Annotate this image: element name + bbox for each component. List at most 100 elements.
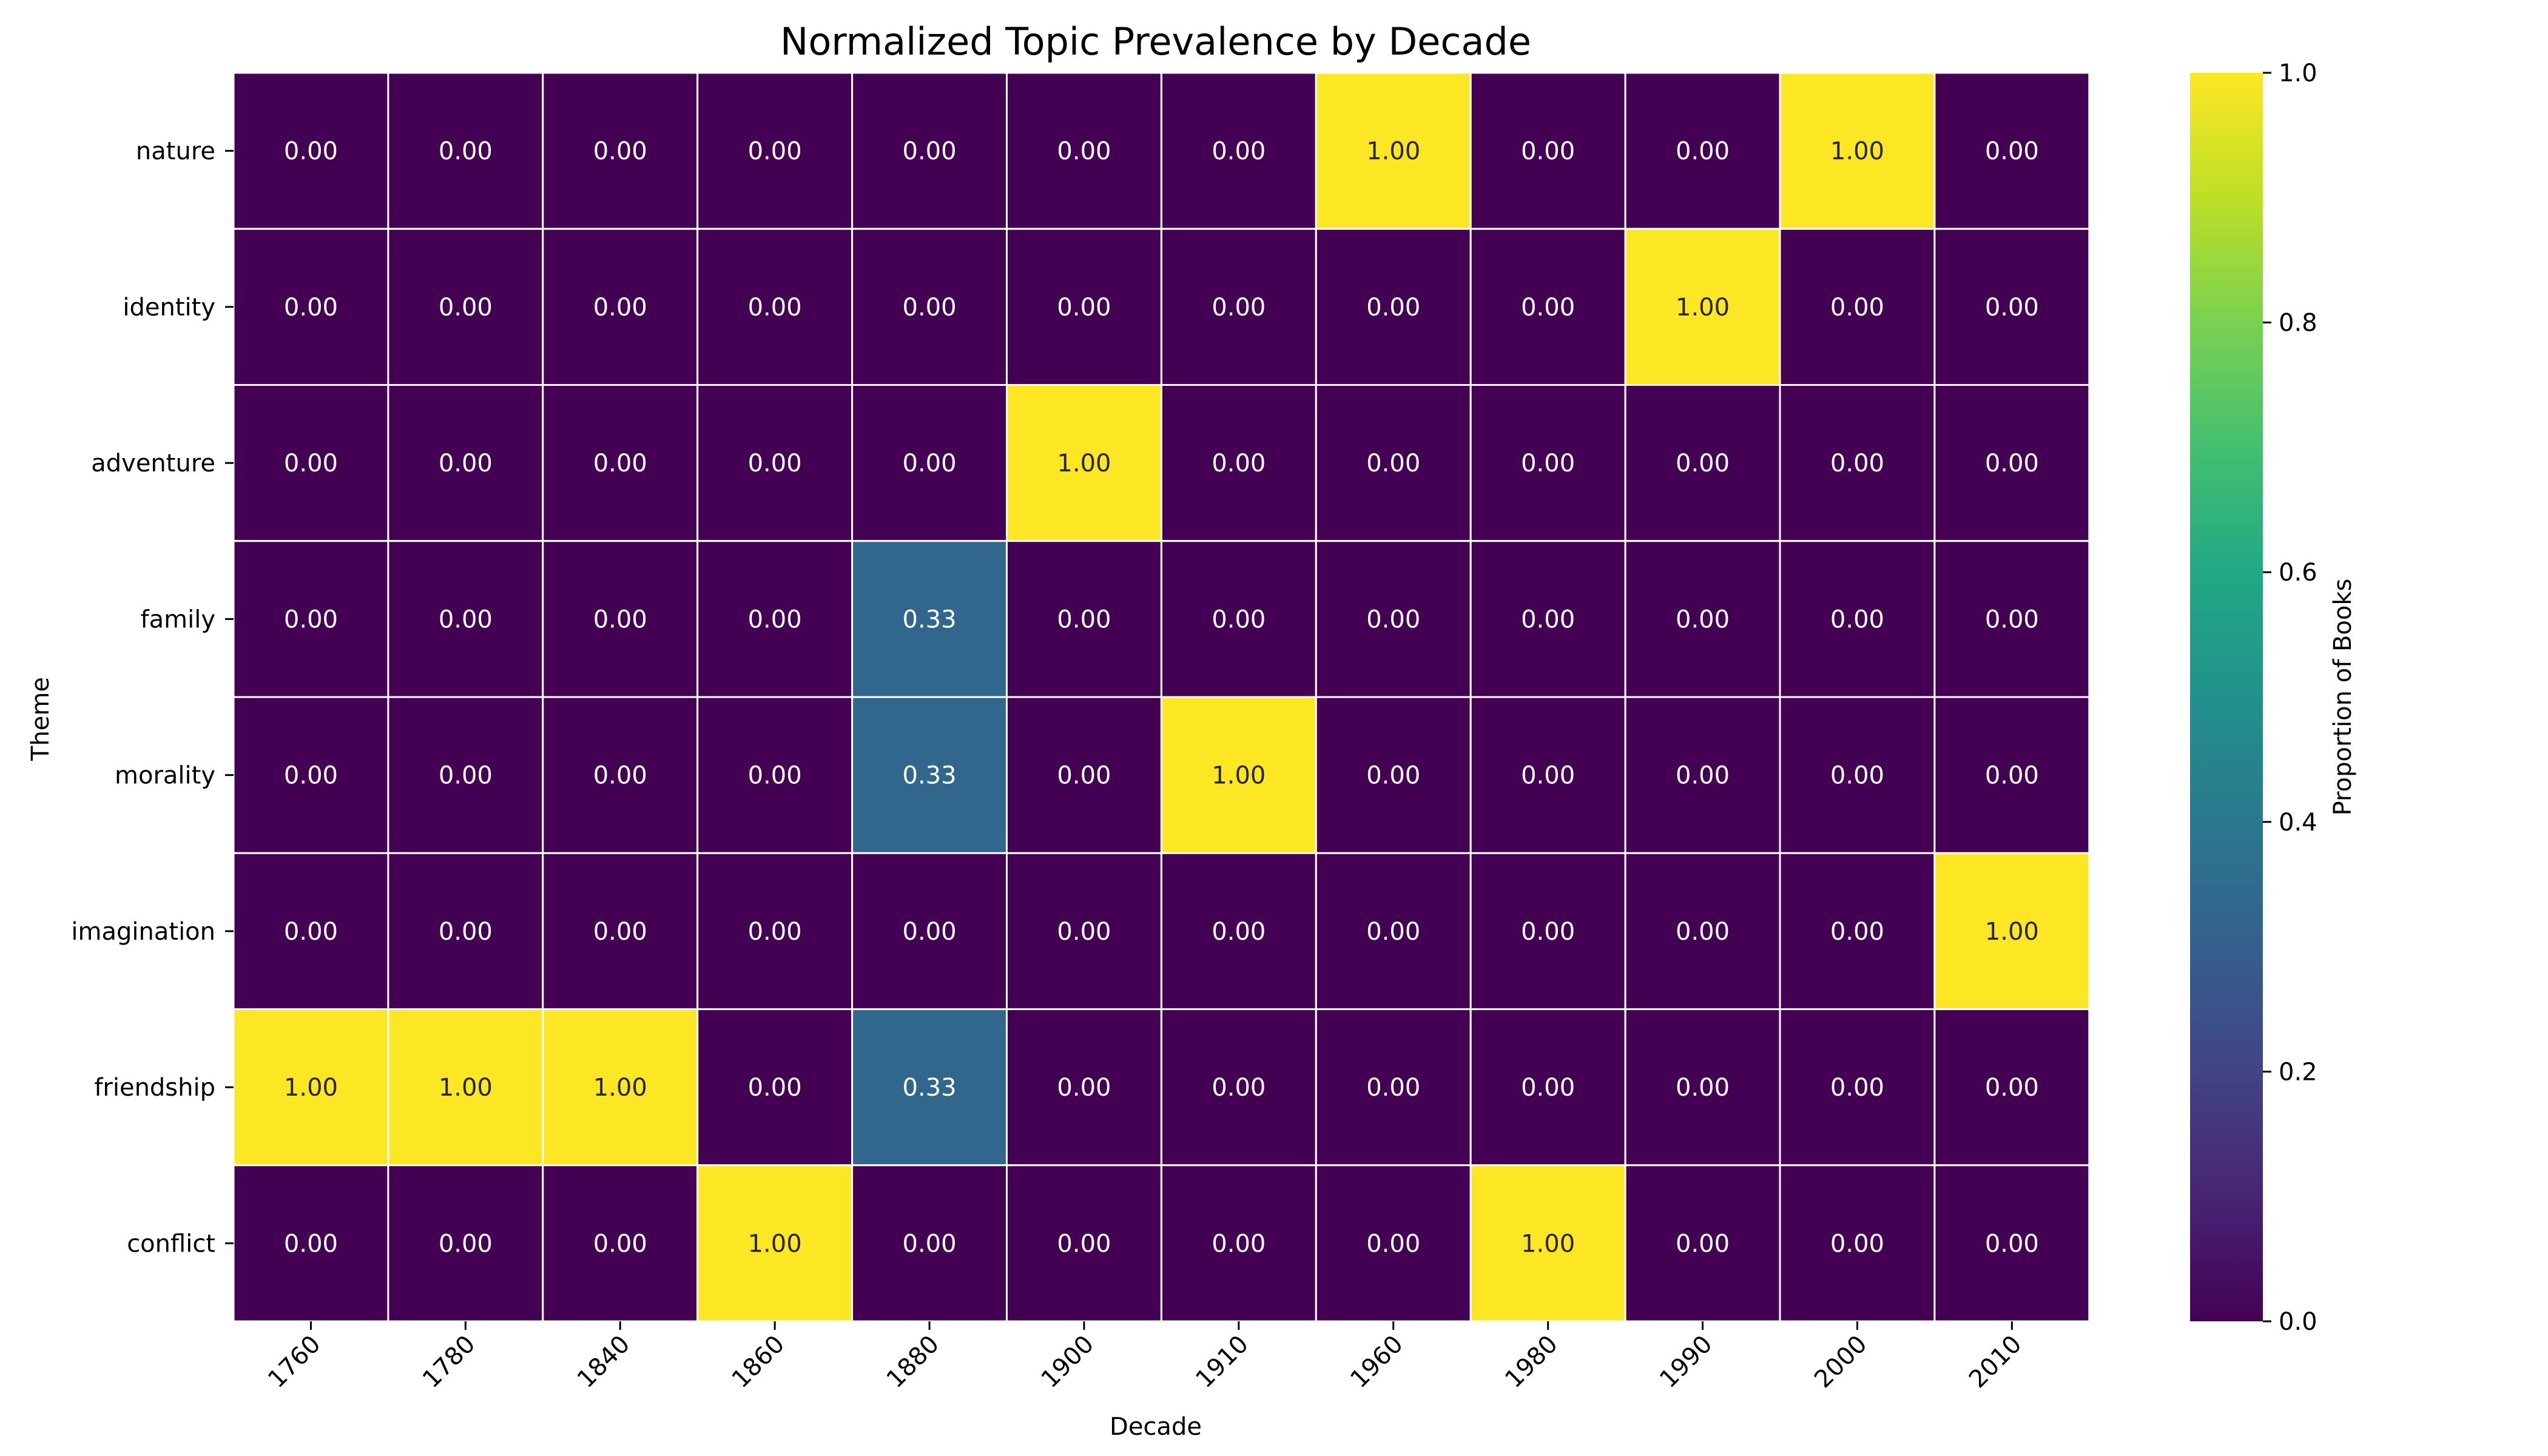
cell-value-label: 0.00: [1521, 762, 1575, 790]
cell-value-label: 0.00: [439, 1230, 493, 1258]
cell-value-label: 0.00: [1212, 294, 1266, 322]
heatmap-cell: [542, 1164, 699, 1323]
cell-value-label: 0.00: [1366, 1074, 1420, 1102]
cell-value-label: 0.00: [439, 138, 493, 166]
cell-value-label: 0.00: [1985, 294, 2039, 322]
cell-value-label: 0.00: [1985, 1074, 2039, 1102]
cell-value-label: 0.00: [1830, 918, 1884, 946]
heatmap-cell: [696, 540, 854, 698]
x-tick-label: 1990: [1654, 1330, 1718, 1394]
cell-value-label: 0.00: [1212, 605, 1266, 633]
heatmap-cell: [696, 384, 854, 542]
cell-value-label: 0.00: [1676, 918, 1730, 946]
cell-value-label: 0.00: [439, 762, 493, 790]
cell-value-label: 0.00: [1057, 605, 1111, 633]
cell-value-label: 0.00: [1676, 605, 1730, 633]
heatmap-cell: [387, 1008, 544, 1167]
cell-value-label: 0.00: [1366, 450, 1420, 477]
colorbar-tick-label: 0.8: [2279, 309, 2317, 337]
heatmap-cell: [542, 696, 699, 854]
heatmap-cell: [1006, 540, 1162, 698]
heatmap-cell: [232, 384, 389, 542]
heatmap-cell: [232, 696, 389, 854]
heatmap-cell: [696, 1008, 854, 1167]
cell-value-label: 0.00: [284, 918, 338, 946]
colorbar-label: Proportion of Books: [2329, 579, 2357, 816]
cell-value-label: 0.00: [1057, 138, 1111, 166]
cell-value-label: 0.00: [593, 605, 647, 633]
y-tick-label: identity: [123, 294, 215, 322]
colorbar-ticks: 0.0 0.2 0.4 0.6 0.8 1.0: [2263, 59, 2317, 1336]
heatmap-cell: [851, 1008, 1008, 1167]
heatmap-cell: [542, 1008, 699, 1167]
cell-value-label: 0.00: [1676, 1074, 1730, 1102]
cell-value-label: 1.00: [1985, 918, 2039, 946]
colorbar-tick-label: 0.6: [2279, 559, 2317, 587]
heatmap-cell: [1933, 228, 2091, 386]
cell-value-label: 0.00: [1057, 1230, 1111, 1258]
cell-value-label: 1.00: [439, 1074, 493, 1102]
cell-value-label: 0.00: [1676, 138, 1730, 166]
heatmap-cell: [1315, 696, 1472, 854]
heatmap-cell: [1469, 228, 1626, 386]
heatmap-cell: [387, 228, 544, 386]
cell-value-label: 0.00: [748, 1074, 802, 1102]
cell-value-label: 0.00: [1521, 918, 1575, 946]
cell-value-label: 0.00: [1212, 1230, 1266, 1258]
cell-value-label: 0.00: [748, 294, 802, 322]
cell-value-label: 0.00: [1212, 450, 1266, 477]
heatmap-cell: [387, 540, 544, 698]
cell-value-label: 0.00: [748, 605, 802, 633]
x-axis-ticks: 1760 1780 1840 1860 1880 1900 1910 1960 1980 1990…: [263, 1321, 2027, 1394]
cell-value-label: 0.00: [903, 294, 957, 322]
cell-value-label: 0.00: [284, 762, 338, 790]
heatmap-cell: [1624, 540, 1781, 698]
heatmap-cell: [1779, 696, 1936, 854]
x-tick-label: 1900: [1036, 1330, 1100, 1394]
heatmap-cell: [232, 540, 389, 698]
heatmap-cell: [232, 1008, 389, 1167]
y-tick-label: family: [141, 605, 215, 633]
cell-value-label: 0.00: [1366, 605, 1420, 633]
colorbar-tick-label: 0.4: [2279, 809, 2317, 837]
cell-value-label: 0.00: [1212, 138, 1266, 166]
cell-value-label: 1.00: [593, 1074, 647, 1102]
heatmap-cell: [232, 852, 389, 1010]
heatmap-cell: [1315, 1164, 1472, 1323]
y-axis-label: Theme: [27, 677, 55, 761]
cell-value-label: 0.00: [593, 294, 647, 322]
x-tick-label: 1780: [417, 1330, 481, 1394]
heatmap-cell: [1006, 1008, 1162, 1167]
chart-title: Normalized Topic Prevalence by Decade: [780, 19, 1531, 64]
heatmap-cell: [1160, 852, 1317, 1010]
cell-value-label: 0.00: [1366, 918, 1420, 946]
cell-value-label: 0.00: [1057, 294, 1111, 322]
heatmap-cell: [1624, 228, 1781, 386]
cell-value-label: 0.00: [284, 138, 338, 166]
heatmap-cell: [1006, 852, 1162, 1010]
x-tick-label: 1910: [1190, 1330, 1254, 1394]
heatmap-cell: [696, 1164, 854, 1323]
colorbar-tick-label: 1.0: [2279, 59, 2317, 87]
x-axis-label: Decade: [1110, 1413, 1202, 1441]
heatmap-cell: [1160, 1008, 1317, 1167]
heatmap-cell: [696, 852, 854, 1010]
heatmap-cell: [851, 228, 1008, 386]
cell-value-label: 0.00: [593, 918, 647, 946]
heatmap-cell: [1779, 1008, 1936, 1167]
cell-value-label: 0.00: [1676, 1230, 1730, 1258]
cell-value-label: 0.00: [1830, 1074, 1884, 1102]
colorbar-gradient: [2190, 73, 2263, 1321]
cell-value-label: 0.00: [1366, 1230, 1420, 1258]
y-tick-label: adventure: [91, 450, 215, 477]
cell-value-label: 0.33: [903, 605, 957, 633]
cell-value-label: 0.00: [439, 605, 493, 633]
heatmap-cell: [1469, 1008, 1626, 1167]
x-tick-label: 2010: [1964, 1330, 2027, 1394]
heatmap-cell: [1469, 540, 1626, 698]
heatmap-cell: [1624, 852, 1781, 1010]
cell-value-label: 1.00: [1057, 450, 1111, 477]
x-tick-label: 1880: [881, 1330, 945, 1394]
heatmap-cell: [851, 1164, 1008, 1323]
colorbar-tick-label: 0.0: [2279, 1308, 2317, 1336]
